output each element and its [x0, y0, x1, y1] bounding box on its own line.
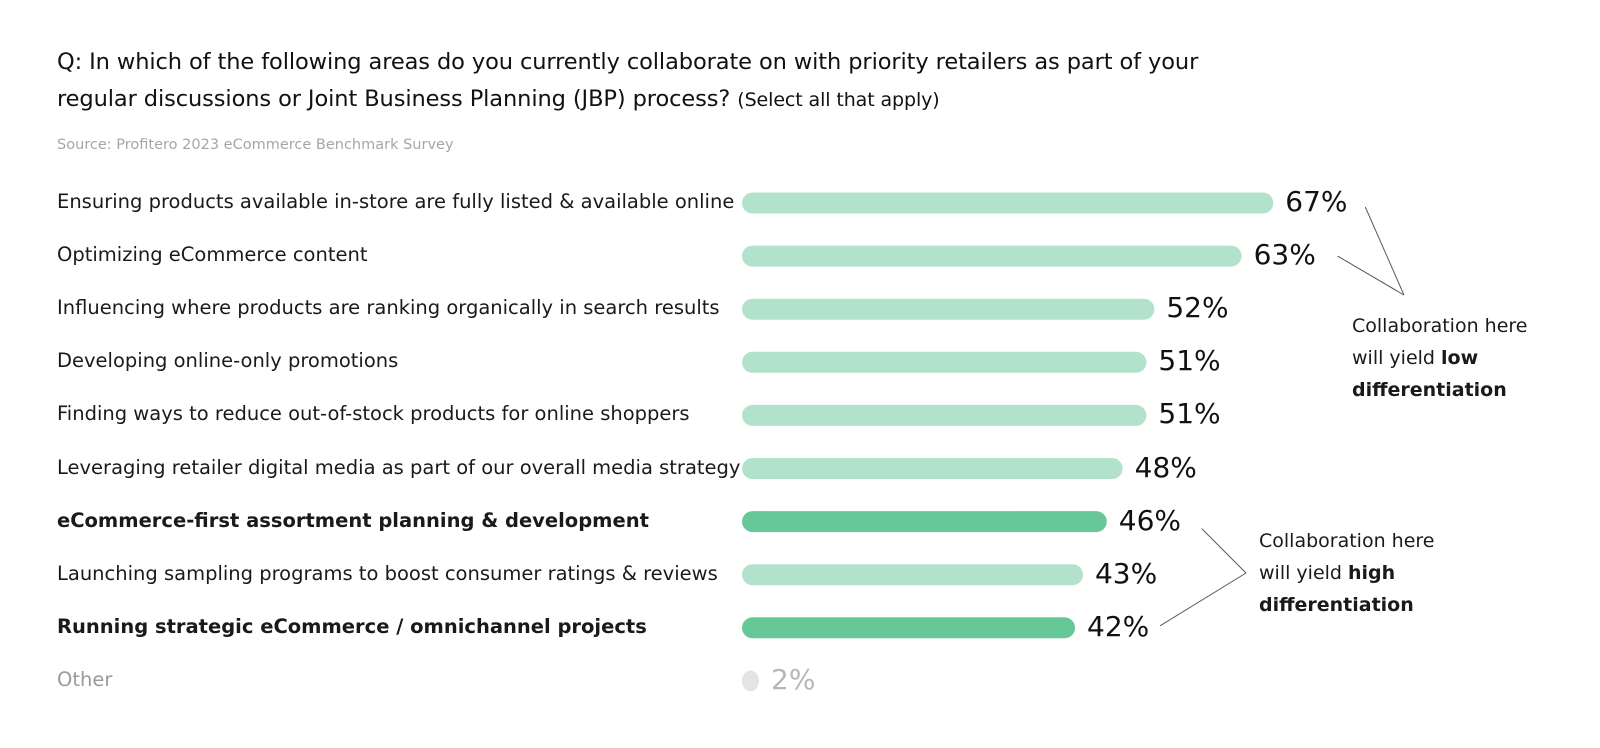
bar: [742, 458, 1123, 479]
value-label: 52%: [1166, 291, 1229, 325]
annotation-low-line: [1364, 206, 1405, 296]
value-label: 43%: [1094, 556, 1158, 590]
bar: [742, 670, 759, 692]
question-main: Q: In which of the following areas do yo…: [57, 49, 1199, 112]
annotation-low: Collaboration here will yield low differ…: [1352, 310, 1542, 406]
category-label: Launching sampling programs to boost con…: [57, 561, 718, 585]
category-label: Other: [57, 667, 113, 691]
category-label: Developing online-only promotions: [57, 349, 399, 373]
question-note: (Select all that apply): [737, 89, 940, 111]
annotation-low-line: [1337, 255, 1405, 296]
category-label: Leveraging retailer digital media as par…: [57, 455, 741, 479]
value-label: 46%: [1118, 503, 1181, 537]
annotation-low-bold: low differentiation: [1352, 347, 1507, 401]
value-label: 42%: [1087, 609, 1150, 643]
bar: [742, 404, 1147, 426]
value-label: 48%: [1134, 450, 1197, 484]
annotation-high-line: [1159, 572, 1247, 627]
category-label: eCommerce-first assortment planning & de…: [57, 508, 649, 532]
annotation-high: Collaboration here will yield high diffe…: [1259, 525, 1449, 621]
bar: [742, 192, 1274, 214]
category-label: Running strategic eCommerce / omnichanne…: [57, 614, 647, 638]
annotation-high-text: Collaboration here will yield: [1259, 530, 1435, 584]
source-note: Source: Profitero 2023 eCommerce Benchma…: [57, 137, 454, 153]
value-label: 63%: [1253, 238, 1316, 272]
bar: [742, 351, 1147, 373]
annotation-high-line: [1201, 528, 1247, 574]
bar: [742, 245, 1242, 267]
value-label: 2%: [771, 662, 816, 696]
annotation-low-text: Collaboration here will yield: [1352, 315, 1528, 369]
category-label: Ensuring products available in-store are…: [57, 190, 735, 213]
bar: [742, 298, 1155, 320]
bar: [742, 617, 1076, 639]
bar: [742, 564, 1083, 586]
bar: [742, 511, 1107, 533]
annotation-high-bold: high differentiation: [1259, 562, 1414, 616]
category-label: Finding ways to reduce out-of-stock prod…: [57, 402, 690, 426]
category-label: Influencing where products are ranking o…: [57, 296, 720, 320]
value-label: 67%: [1285, 185, 1348, 218]
value-label: 51%: [1158, 344, 1221, 378]
category-label: Optimizing eCommerce content: [57, 243, 368, 267]
question-title: Q: In which of the following areas do yo…: [57, 44, 1257, 119]
value-label: 51%: [1158, 397, 1221, 431]
